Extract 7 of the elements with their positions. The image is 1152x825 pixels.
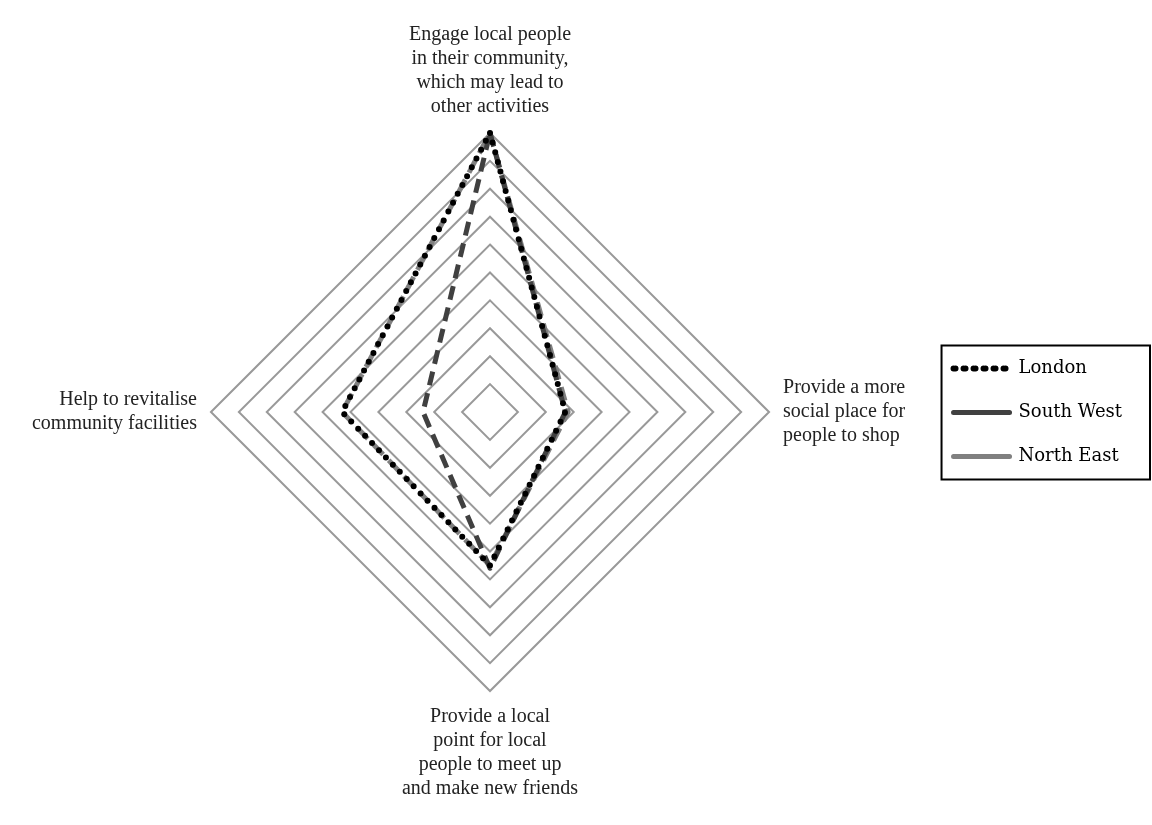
legend-label: London [1018, 356, 1088, 378]
spoke-label: Help to revitalise community facilities [31, 387, 198, 435]
legend-label: South West [1018, 400, 1123, 422]
legend-label: North East [1018, 444, 1120, 466]
spoke-label: Provide a more social place for people to shop [783, 375, 906, 447]
spoke-label: Engage local people in their community, which may lead to other activities [408, 22, 572, 117]
spoke-label: Provide a local point for local people to meet up and make new friends [401, 704, 579, 799]
